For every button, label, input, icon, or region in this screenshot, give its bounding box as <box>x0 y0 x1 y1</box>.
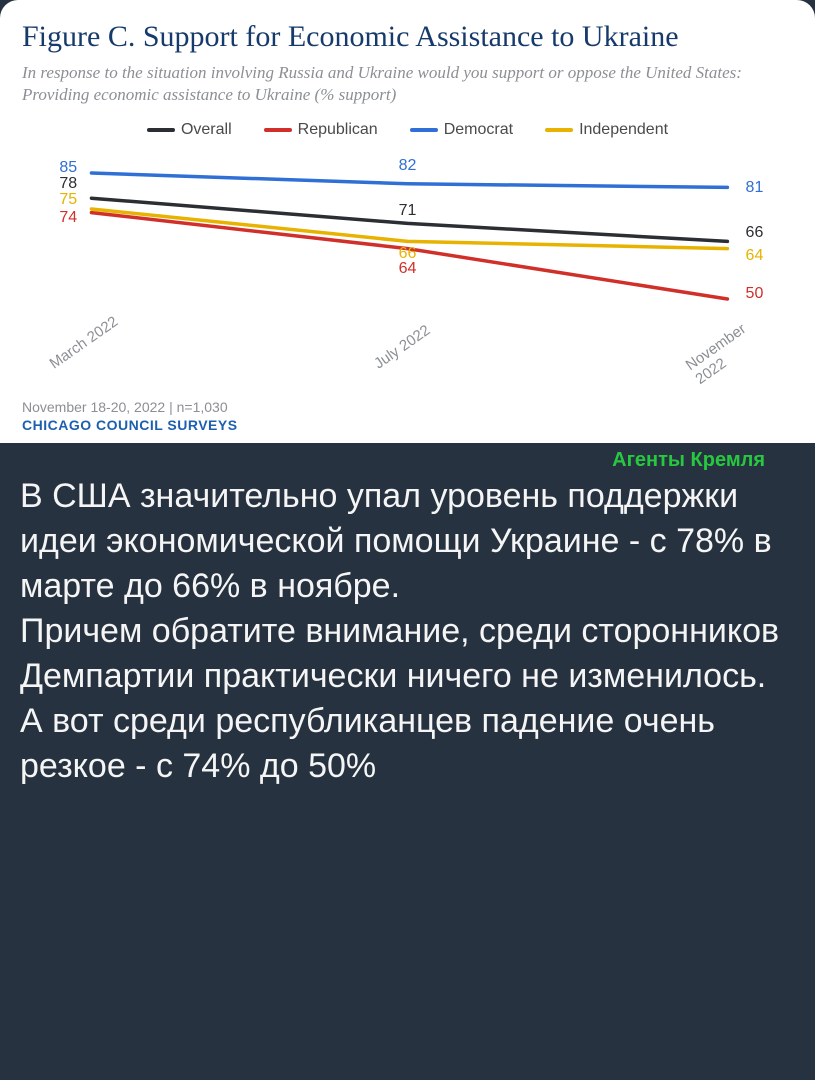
chart-footer-note: November 18-20, 2022 | n=1,030 <box>22 399 793 415</box>
legend-swatch <box>264 128 292 132</box>
value-label: 81 <box>746 179 764 197</box>
value-label: 71 <box>399 202 417 220</box>
legend-swatch <box>545 128 573 132</box>
value-label: 82 <box>399 157 417 175</box>
legend-label: Republican <box>298 121 378 139</box>
legend-item: Republican <box>264 121 378 139</box>
legend-item: Democrat <box>410 121 513 139</box>
chart-footer-source: CHICAGO COUNCIL SURVEYS <box>22 417 793 433</box>
chart-panel: Figure C. Support for Economic Assistanc… <box>0 0 815 443</box>
chart-plot-area: 857875748271666481666450March 2022July 2… <box>22 145 793 395</box>
commentary-panel: Агенты Кремля В США значительно упал уро… <box>0 443 815 808</box>
legend-label: Independent <box>579 121 668 139</box>
legend-item: Overall <box>147 121 232 139</box>
legend-swatch <box>147 128 175 132</box>
chart-subtitle: In response to the situation involving R… <box>22 62 793 108</box>
value-label: 64 <box>399 260 417 278</box>
legend-item: Independent <box>545 121 668 139</box>
legend-label: Overall <box>181 121 232 139</box>
value-label: 50 <box>746 285 764 303</box>
commentary-text: В США значительно упал уровень поддержки… <box>20 474 795 788</box>
legend-swatch <box>410 128 438 132</box>
watermark-label: Агенты Кремля <box>20 449 795 472</box>
series-line <box>91 173 727 187</box>
value-label: 64 <box>746 247 764 265</box>
value-label: 75 <box>59 191 77 209</box>
chart-title: Figure C. Support for Economic Assistanc… <box>22 18 793 56</box>
value-label: 74 <box>59 209 77 227</box>
value-label: 66 <box>746 224 764 242</box>
legend-label: Democrat <box>444 121 513 139</box>
chart-legend: Overall Republican Democrat Independent <box>22 121 793 139</box>
